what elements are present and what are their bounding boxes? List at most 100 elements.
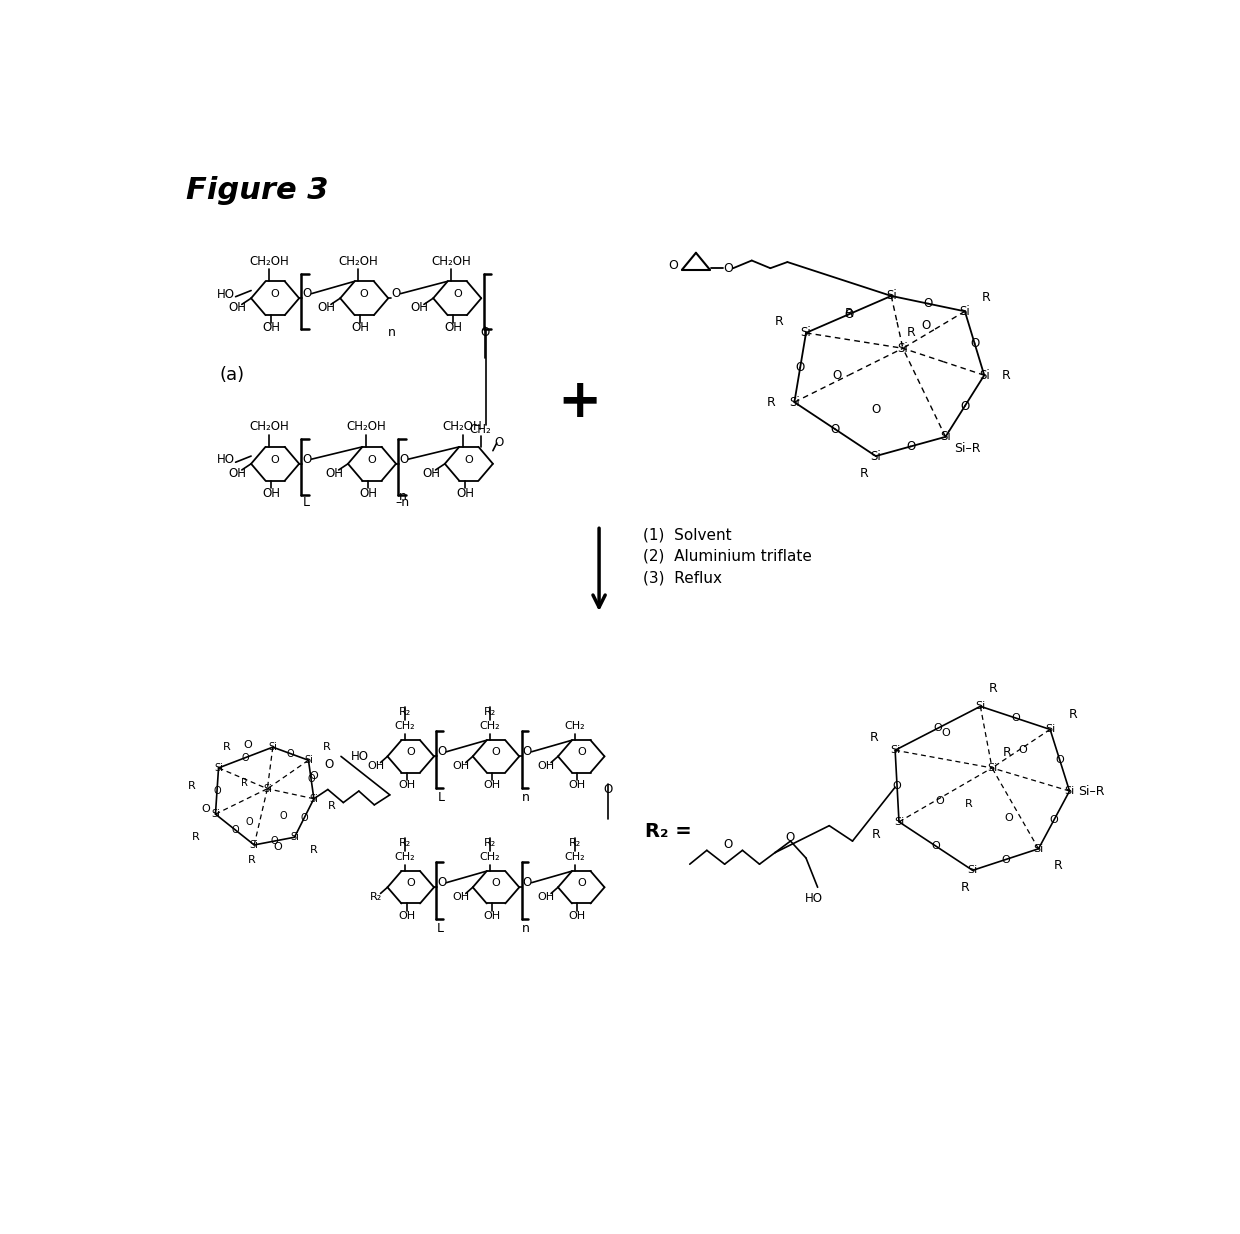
Text: (2)  Aluminium triflate: (2) Aluminium triflate [644,549,812,564]
Text: O: O [360,289,368,299]
Text: n: n [522,791,529,803]
Text: OH: OH [538,891,556,902]
Text: R: R [188,781,196,791]
Text: R: R [859,466,868,480]
Text: Si: Si [268,742,278,753]
Text: O: O [960,400,970,412]
Text: +: + [558,376,601,428]
Text: OH: OH [569,911,587,921]
Text: O: O [242,753,249,763]
Text: R₂: R₂ [484,838,496,849]
Text: Figure 3: Figure 3 [186,176,329,205]
Text: O: O [522,745,532,758]
Text: R₂: R₂ [484,707,496,717]
Text: O: O [796,362,805,374]
Text: n: n [387,326,396,338]
Text: O: O [367,454,377,465]
Text: O: O [844,308,853,321]
Text: R: R [222,742,231,753]
Text: CH₂OH: CH₂OH [249,254,289,268]
Text: Si: Si [249,840,259,850]
Text: CH₂: CH₂ [480,853,500,863]
Text: R: R [872,828,880,842]
Text: O: O [491,748,501,758]
Text: O: O [270,454,279,465]
Text: R₂: R₂ [398,707,410,717]
Text: Si–R: Si–R [954,442,981,455]
Text: Si: Si [894,817,904,827]
Text: CH₂: CH₂ [394,722,415,732]
Text: Si: Si [967,865,978,875]
Text: OH: OH [262,321,280,334]
Text: O: O [201,803,210,813]
Text: –n: –n [396,496,409,508]
Text: R: R [965,800,972,810]
Text: Si–R: Si–R [1078,785,1105,797]
Text: O: O [303,453,311,465]
Text: R₂: R₂ [569,838,582,849]
Text: O: O [906,441,915,453]
Text: O: O [935,796,944,806]
Text: R: R [1069,707,1078,721]
Text: (3)  Reflux: (3) Reflux [644,570,722,585]
Text: O: O [1001,855,1009,865]
Text: OH: OH [228,466,247,480]
Text: O: O [724,838,733,851]
Text: O: O [786,830,795,844]
Text: OH: OH [360,486,377,500]
Text: R₂: R₂ [398,838,410,849]
Text: R: R [1054,859,1063,872]
Text: R: R [906,326,915,339]
Text: O: O [392,288,401,300]
Text: Si: Si [215,763,223,772]
Text: O: O [303,288,311,300]
Text: O: O [438,745,446,758]
Text: HO: HO [217,288,236,301]
Text: OH: OH [538,760,556,770]
Text: OH: OH [456,486,474,500]
Text: Si: Si [1064,786,1075,796]
Text: HO: HO [217,453,236,466]
Text: Si: Si [263,784,272,793]
Text: OH: OH [453,891,470,902]
Text: R: R [327,801,336,812]
Text: R: R [324,742,331,753]
Text: OH: OH [398,911,415,921]
Text: O: O [270,837,278,847]
Text: R: R [1002,369,1011,381]
Text: HO: HO [351,750,370,763]
Text: Si: Si [960,305,970,318]
Text: (1)  Solvent: (1) Solvent [644,527,732,542]
Text: O: O [604,784,613,796]
Text: R: R [248,855,255,865]
Text: O: O [941,728,950,738]
Text: O: O [491,879,501,888]
Text: CH₂: CH₂ [564,722,585,732]
Text: Si: Si [310,793,319,803]
Text: O: O [495,437,503,449]
Text: O: O [1055,755,1064,765]
Text: Si: Si [870,449,882,463]
Text: n: n [522,922,529,934]
Text: O: O [407,748,415,758]
Text: Si: Si [1045,724,1055,734]
Text: OH: OH [410,301,428,313]
Text: L: L [438,791,444,803]
Text: Si: Si [789,396,800,408]
Text: OH: OH [569,780,587,790]
Text: O: O [300,813,308,823]
Text: OH: OH [453,760,470,770]
Text: HO: HO [805,892,823,906]
Text: R: R [310,845,317,855]
Text: R₂ =: R₂ = [645,822,692,842]
Text: OH: OH [484,780,501,790]
Text: O: O [668,259,677,273]
Text: CH₂: CH₂ [480,722,500,732]
Text: Si: Si [304,755,312,765]
Text: Si: Si [940,431,951,443]
Text: R: R [191,832,200,843]
Text: O: O [924,297,932,310]
Text: O: O [522,876,532,890]
Text: CH₂OH: CH₂OH [443,421,482,433]
Text: O: O [246,817,253,827]
